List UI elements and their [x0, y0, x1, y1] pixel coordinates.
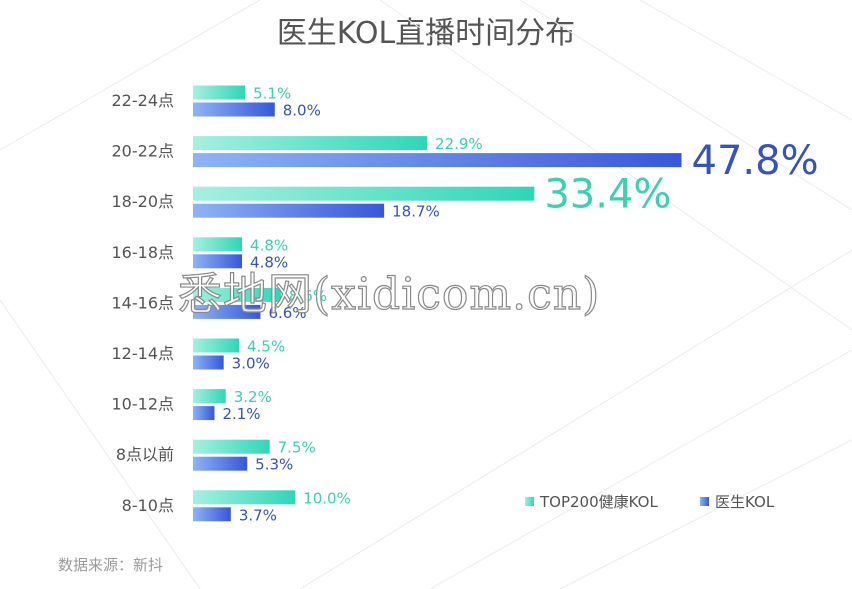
data-label: 7.5% — [278, 439, 316, 457]
bar-top200 — [193, 439, 270, 454]
bar-doctor — [193, 254, 243, 269]
data-label: 3.2% — [234, 388, 272, 406]
category-label: 22-24点 — [112, 91, 175, 110]
data-label: 5.1% — [253, 85, 291, 103]
legend-swatch — [700, 497, 709, 506]
bar-top200 — [193, 389, 226, 404]
plot-area: 22-24点 5.1%8.0% 20-22点 22.9% 47.8% 18-20点 33.4… — [112, 85, 819, 525]
data-label: 8.6% — [289, 287, 327, 305]
category-label: 18-20点 — [112, 192, 175, 211]
bar-doctor — [193, 153, 682, 168]
data-label: 6.6% — [268, 304, 306, 322]
bar-top200 — [193, 287, 281, 302]
bar-doctor — [193, 355, 224, 370]
category-label: 14-16点 — [112, 293, 175, 312]
data-label: 4.8% — [250, 236, 288, 254]
category-label: 10-12点 — [112, 395, 175, 414]
watermark: 悉地网(xidicom.cn) — [177, 268, 601, 320]
data-label: 18.7% — [392, 203, 440, 221]
legend-label: 医生KOL — [715, 493, 775, 511]
legend-label: TOP200健康KOL — [539, 493, 658, 511]
bar-top200 — [193, 85, 246, 100]
data-label: 3.7% — [239, 506, 277, 524]
background-line — [639, 0, 852, 121]
data-label: 4.5% — [247, 338, 285, 356]
data-label: 8.0% — [283, 102, 321, 120]
background-line — [0, 299, 201, 589]
bar-top200 — [193, 237, 243, 252]
category-label: 8点以前 — [116, 445, 174, 464]
category-label: 16-18点 — [112, 243, 175, 262]
bar-doctor — [193, 507, 231, 522]
bar-top200 — [193, 186, 535, 201]
category-label: 8-10点 — [122, 496, 174, 515]
bar-top200 — [193, 338, 239, 353]
background-line — [429, 349, 852, 589]
bar-doctor — [193, 304, 261, 319]
background-line — [559, 439, 852, 589]
data-label: 47.8% — [692, 138, 819, 184]
bar-doctor — [193, 406, 215, 421]
data-label: 10.0% — [303, 489, 351, 507]
data-label: 22.9% — [435, 135, 483, 153]
background-line — [0, 0, 261, 151]
legend-swatch — [525, 497, 534, 506]
data-label: 5.3% — [255, 456, 293, 474]
title: 医生KOL直播时间分布 — [276, 16, 576, 51]
bar-doctor — [193, 456, 248, 471]
data-source-note: 数据来源：新抖 — [58, 556, 164, 574]
data-label: 2.1% — [222, 405, 260, 423]
background-line — [299, 249, 852, 589]
category-label: 12-14点 — [112, 344, 175, 363]
category-label: 20-22点 — [112, 142, 175, 161]
data-label: 3.0% — [232, 355, 270, 373]
bar-top200 — [193, 490, 296, 505]
bar-top200 — [193, 136, 428, 151]
data-label: 33.4% — [544, 172, 671, 218]
background-line — [519, 0, 852, 211]
bar-doctor — [193, 102, 275, 117]
data-label: 4.8% — [250, 253, 288, 271]
bar-doctor — [193, 203, 385, 218]
legend: TOP200健康KOL 医生KOL — [525, 493, 775, 511]
